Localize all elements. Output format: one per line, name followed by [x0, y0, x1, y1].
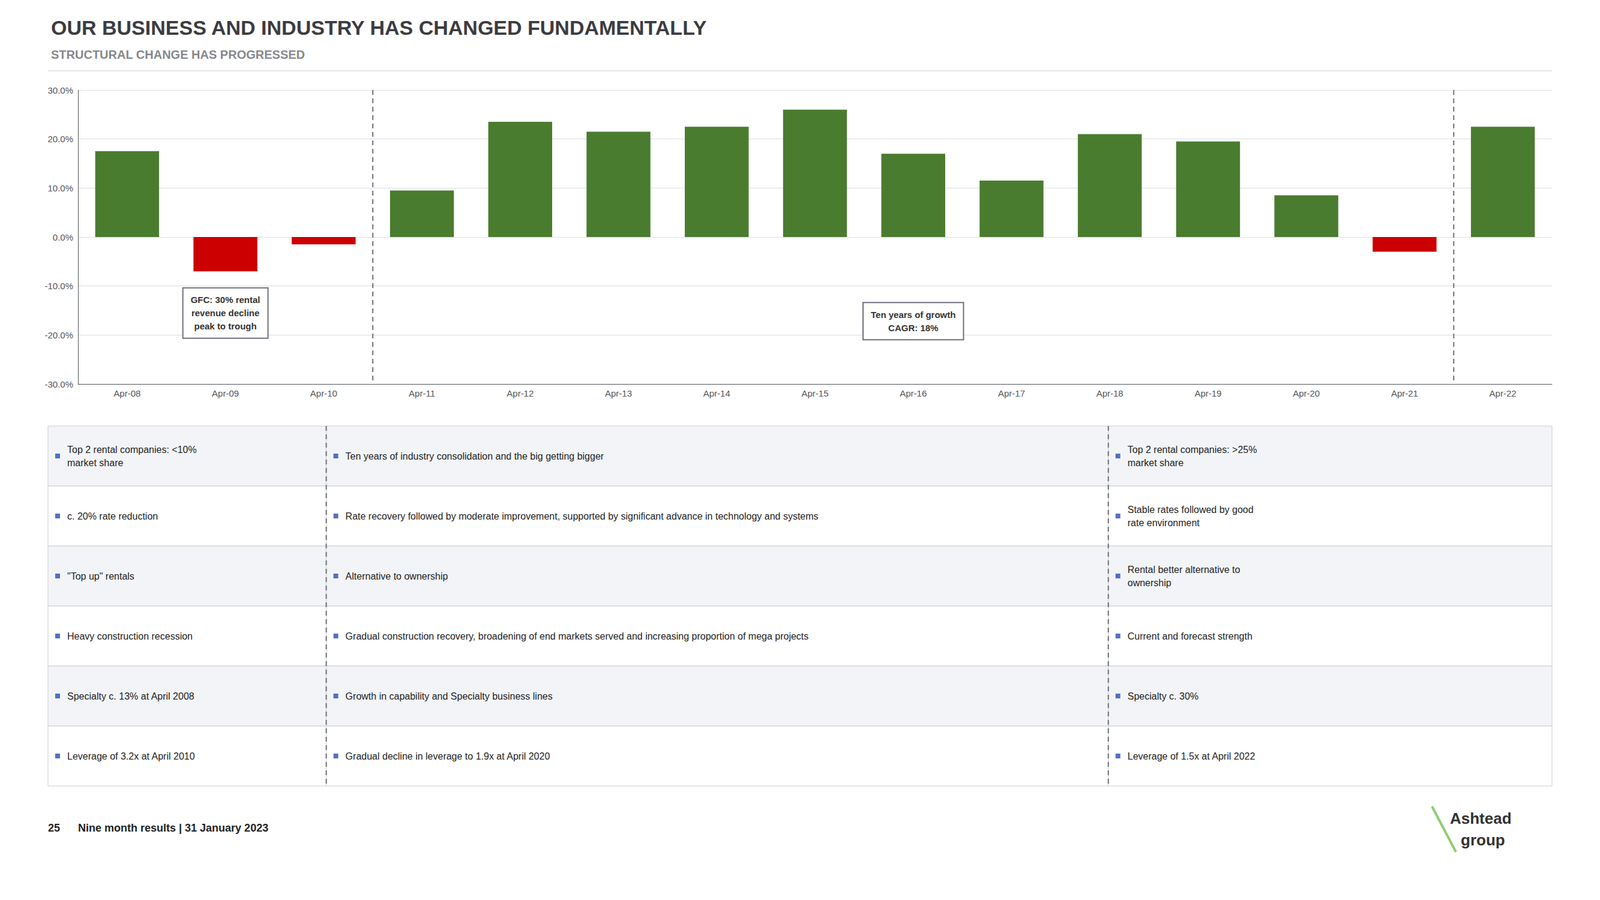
svg-text:Apr-20: Apr-20 — [1292, 388, 1320, 399]
svg-text:CAGR: 18%: CAGR: 18% — [888, 322, 939, 334]
svg-text:OUR BUSINESS AND INDUSTRY HAS: OUR BUSINESS AND INDUSTRY HAS CHANGED FU… — [51, 16, 707, 40]
svg-text:Nine month results | 31 Januar: Nine month results | 31 January 2023 — [78, 822, 269, 835]
svg-text:Apr-15: Apr-15 — [801, 388, 829, 399]
svg-text:Specialty c. 30%: Specialty c. 30% — [1127, 691, 1199, 702]
svg-text:rate environment: rate environment — [1127, 517, 1201, 529]
svg-text:Apr-08: Apr-08 — [113, 388, 141, 399]
svg-text:0.0%: 0.0% — [52, 232, 74, 243]
svg-text:Ten years of growth: Ten years of growth — [870, 309, 956, 320]
svg-text:"Top up" rentals: "Top up" rentals — [67, 571, 135, 582]
svg-text:10.0%: 10.0% — [47, 183, 74, 194]
svg-text:25: 25 — [48, 822, 61, 835]
svg-text:Rate recovery followed by mode: Rate recovery followed by moderate impro… — [345, 511, 819, 522]
svg-text:-30.0%: -30.0% — [44, 379, 74, 390]
svg-text:Apr-17: Apr-17 — [998, 388, 1026, 399]
svg-text:Apr-21: Apr-21 — [1391, 388, 1419, 399]
svg-text:Ten years of industry consolid: Ten years of industry consolidation and … — [345, 451, 605, 462]
svg-text:Growth in capability and Speci: Growth in capability and Specialty busin… — [345, 691, 553, 702]
svg-text:Leverage of 1.5x at April 2022: Leverage of 1.5x at April 2022 — [1127, 751, 1256, 762]
svg-text:-20.0%: -20.0% — [44, 330, 74, 341]
svg-text:market share: market share — [67, 457, 124, 469]
svg-text:Apr-12: Apr-12 — [506, 388, 534, 399]
svg-text:group: group — [1460, 831, 1506, 850]
svg-text:STRUCTURAL CHANGE HAS PROGRESS: STRUCTURAL CHANGE HAS PROGRESSED — [51, 48, 305, 62]
svg-text:Apr-14: Apr-14 — [703, 388, 731, 399]
svg-text:Current and forecast strength: Current and forecast strength — [1127, 631, 1253, 642]
svg-text:Stable rates followed by good: Stable rates followed by good — [1127, 504, 1254, 515]
svg-text:Apr-13: Apr-13 — [604, 388, 632, 399]
svg-text:Top 2 rental companies: >25%: Top 2 rental companies: >25% — [1127, 444, 1258, 455]
svg-text:Apr-11: Apr-11 — [408, 388, 436, 399]
svg-text:Rental better alternative to: Rental better alternative to — [1127, 564, 1241, 575]
svg-text:30.0%: 30.0% — [47, 85, 74, 96]
svg-text:Apr-22: Apr-22 — [1489, 388, 1517, 399]
svg-text:Heavy construction recession: Heavy construction recession — [67, 631, 193, 642]
svg-text:GFC: 30% rental: GFC: 30% rental — [190, 294, 261, 305]
svg-text:Apr-19: Apr-19 — [1194, 388, 1222, 399]
svg-text:Specialty c. 13% at April 2008: Specialty c. 13% at April 2008 — [67, 691, 195, 702]
svg-text:Top 2 rental companies: <10%: Top 2 rental companies: <10% — [67, 444, 197, 455]
svg-text:-10.0%: -10.0% — [44, 280, 74, 292]
svg-text:Gradual decline in leverage to: Gradual decline in leverage to 1.9x at A… — [345, 751, 551, 762]
svg-text:Leverage of 3.2x at April 2010: Leverage of 3.2x at April 2010 — [67, 751, 196, 762]
svg-text:revenue decline: revenue decline — [191, 307, 260, 319]
svg-text:Apr-16: Apr-16 — [899, 388, 927, 399]
svg-text:20.0%: 20.0% — [47, 133, 74, 145]
svg-text:ownership: ownership — [1127, 577, 1172, 589]
svg-text:Gradual construction recovery,: Gradual construction recovery, broadenin… — [345, 631, 810, 642]
svg-text:peak to trough: peak to trough — [194, 321, 257, 332]
svg-text:c. 20% rate reduction: c. 20% rate reduction — [67, 511, 158, 522]
svg-text:Alternative to ownership: Alternative to ownership — [345, 571, 449, 582]
svg-text:Apr-18: Apr-18 — [1096, 388, 1124, 399]
svg-text:Apr-10: Apr-10 — [310, 388, 338, 399]
svg-text:Apr-09: Apr-09 — [211, 388, 239, 399]
svg-text:market share: market share — [1127, 457, 1184, 469]
svg-text:Ashtead: Ashtead — [1449, 809, 1512, 828]
